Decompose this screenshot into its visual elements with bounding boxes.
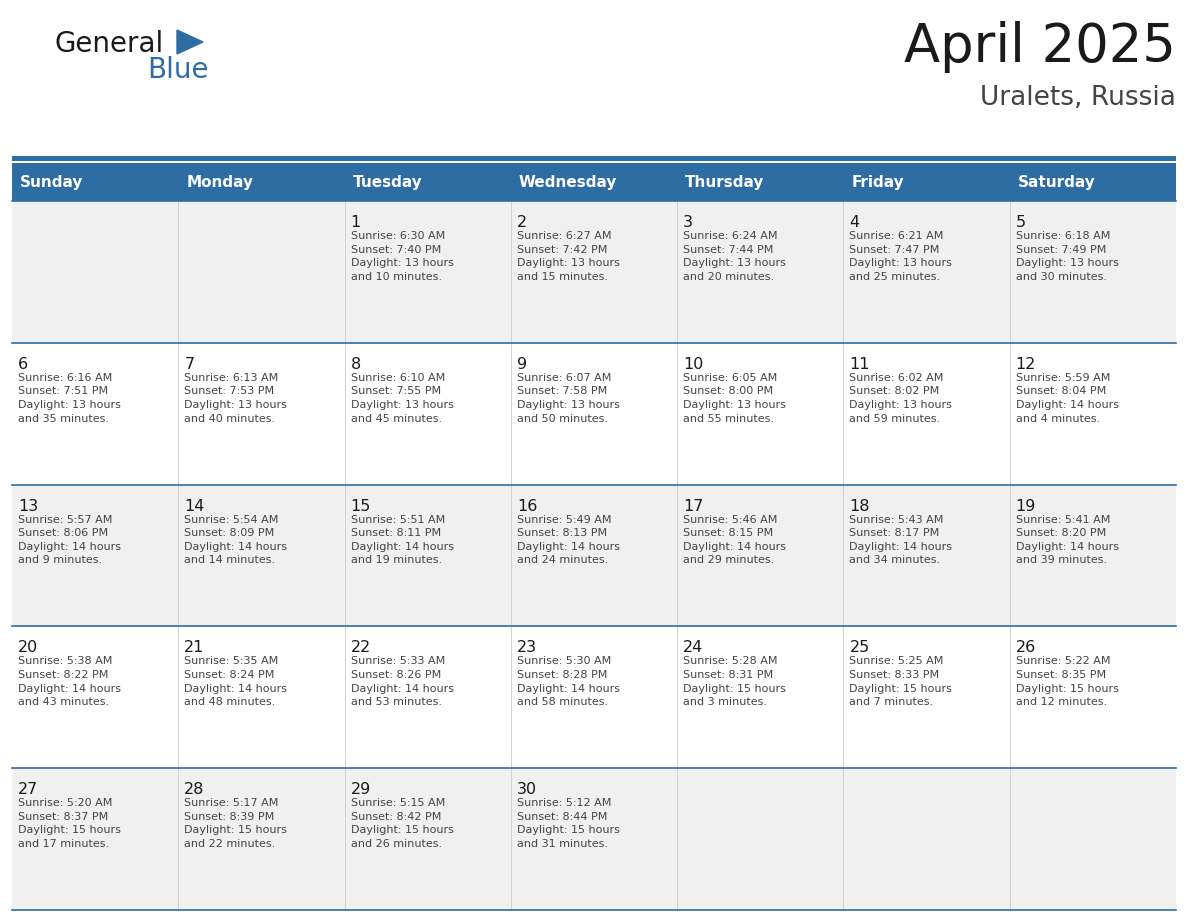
- Text: Sunrise: 6:21 AM
Sunset: 7:47 PM
Daylight: 13 hours
and 25 minutes.: Sunrise: 6:21 AM Sunset: 7:47 PM Dayligh…: [849, 231, 953, 282]
- Text: Sunrise: 5:59 AM
Sunset: 8:04 PM
Daylight: 14 hours
and 4 minutes.: Sunrise: 5:59 AM Sunset: 8:04 PM Dayligh…: [1016, 373, 1119, 423]
- Text: Friday: Friday: [852, 174, 904, 189]
- Text: Saturday: Saturday: [1018, 174, 1095, 189]
- Text: Sunrise: 5:33 AM
Sunset: 8:26 PM
Daylight: 14 hours
and 53 minutes.: Sunrise: 5:33 AM Sunset: 8:26 PM Dayligh…: [350, 656, 454, 707]
- Text: Sunrise: 5:49 AM
Sunset: 8:13 PM
Daylight: 14 hours
and 24 minutes.: Sunrise: 5:49 AM Sunset: 8:13 PM Dayligh…: [517, 515, 620, 565]
- Text: Sunrise: 5:54 AM
Sunset: 8:09 PM
Daylight: 14 hours
and 14 minutes.: Sunrise: 5:54 AM Sunset: 8:09 PM Dayligh…: [184, 515, 287, 565]
- Text: Sunrise: 6:24 AM
Sunset: 7:44 PM
Daylight: 13 hours
and 20 minutes.: Sunrise: 6:24 AM Sunset: 7:44 PM Dayligh…: [683, 231, 786, 282]
- Text: 14: 14: [184, 498, 204, 513]
- Text: 18: 18: [849, 498, 870, 513]
- Text: Sunrise: 5:12 AM
Sunset: 8:44 PM
Daylight: 15 hours
and 31 minutes.: Sunrise: 5:12 AM Sunset: 8:44 PM Dayligh…: [517, 798, 620, 849]
- Text: 16: 16: [517, 498, 537, 513]
- Text: 9: 9: [517, 357, 527, 372]
- Text: Sunrise: 6:05 AM
Sunset: 8:00 PM
Daylight: 13 hours
and 55 minutes.: Sunrise: 6:05 AM Sunset: 8:00 PM Dayligh…: [683, 373, 786, 423]
- Text: April 2025: April 2025: [904, 21, 1176, 73]
- Text: Sunday: Sunday: [20, 174, 83, 189]
- Text: Sunrise: 6:13 AM
Sunset: 7:53 PM
Daylight: 13 hours
and 40 minutes.: Sunrise: 6:13 AM Sunset: 7:53 PM Dayligh…: [184, 373, 287, 423]
- Text: Sunrise: 5:35 AM
Sunset: 8:24 PM
Daylight: 14 hours
and 48 minutes.: Sunrise: 5:35 AM Sunset: 8:24 PM Dayligh…: [184, 656, 287, 707]
- Bar: [12, 163, 1176, 201]
- Text: Sunrise: 6:10 AM
Sunset: 7:55 PM
Daylight: 13 hours
and 45 minutes.: Sunrise: 6:10 AM Sunset: 7:55 PM Dayligh…: [350, 373, 454, 423]
- Text: Sunrise: 5:15 AM
Sunset: 8:42 PM
Daylight: 15 hours
and 26 minutes.: Sunrise: 5:15 AM Sunset: 8:42 PM Dayligh…: [350, 798, 454, 849]
- Bar: [12, 201, 1176, 342]
- Text: 12: 12: [1016, 357, 1036, 372]
- Text: Sunrise: 5:41 AM
Sunset: 8:20 PM
Daylight: 14 hours
and 39 minutes.: Sunrise: 5:41 AM Sunset: 8:20 PM Dayligh…: [1016, 515, 1119, 565]
- Polygon shape: [177, 30, 203, 54]
- Text: Uralets, Russia: Uralets, Russia: [980, 85, 1176, 111]
- Text: Sunrise: 5:25 AM
Sunset: 8:33 PM
Daylight: 15 hours
and 7 minutes.: Sunrise: 5:25 AM Sunset: 8:33 PM Dayligh…: [849, 656, 953, 707]
- Text: Sunrise: 5:20 AM
Sunset: 8:37 PM
Daylight: 15 hours
and 17 minutes.: Sunrise: 5:20 AM Sunset: 8:37 PM Dayligh…: [18, 798, 121, 849]
- Text: Tuesday: Tuesday: [353, 174, 422, 189]
- Text: Sunrise: 6:02 AM
Sunset: 8:02 PM
Daylight: 13 hours
and 59 minutes.: Sunrise: 6:02 AM Sunset: 8:02 PM Dayligh…: [849, 373, 953, 423]
- Text: 6: 6: [18, 357, 29, 372]
- Text: General: General: [55, 30, 164, 58]
- Text: Wednesday: Wednesday: [519, 174, 618, 189]
- Text: Sunrise: 5:57 AM
Sunset: 8:06 PM
Daylight: 14 hours
and 9 minutes.: Sunrise: 5:57 AM Sunset: 8:06 PM Dayligh…: [18, 515, 121, 565]
- Text: 4: 4: [849, 215, 860, 230]
- Text: 26: 26: [1016, 641, 1036, 655]
- Text: 2: 2: [517, 215, 527, 230]
- Text: 25: 25: [849, 641, 870, 655]
- Text: 29: 29: [350, 782, 371, 797]
- Text: Sunrise: 5:28 AM
Sunset: 8:31 PM
Daylight: 15 hours
and 3 minutes.: Sunrise: 5:28 AM Sunset: 8:31 PM Dayligh…: [683, 656, 786, 707]
- Text: 27: 27: [18, 782, 38, 797]
- Text: Sunrise: 5:43 AM
Sunset: 8:17 PM
Daylight: 14 hours
and 34 minutes.: Sunrise: 5:43 AM Sunset: 8:17 PM Dayligh…: [849, 515, 953, 565]
- Text: 17: 17: [683, 498, 703, 513]
- Text: Sunrise: 5:51 AM
Sunset: 8:11 PM
Daylight: 14 hours
and 19 minutes.: Sunrise: 5:51 AM Sunset: 8:11 PM Dayligh…: [350, 515, 454, 565]
- Text: 8: 8: [350, 357, 361, 372]
- Text: Sunrise: 5:22 AM
Sunset: 8:35 PM
Daylight: 15 hours
and 12 minutes.: Sunrise: 5:22 AM Sunset: 8:35 PM Dayligh…: [1016, 656, 1119, 707]
- Text: 24: 24: [683, 641, 703, 655]
- Text: Sunrise: 6:18 AM
Sunset: 7:49 PM
Daylight: 13 hours
and 30 minutes.: Sunrise: 6:18 AM Sunset: 7:49 PM Dayligh…: [1016, 231, 1119, 282]
- Text: 21: 21: [184, 641, 204, 655]
- Text: 7: 7: [184, 357, 195, 372]
- Text: Sunrise: 6:27 AM
Sunset: 7:42 PM
Daylight: 13 hours
and 15 minutes.: Sunrise: 6:27 AM Sunset: 7:42 PM Dayligh…: [517, 231, 620, 282]
- Text: Thursday: Thursday: [685, 174, 765, 189]
- Text: Monday: Monday: [187, 174, 253, 189]
- Text: Sunrise: 5:38 AM
Sunset: 8:22 PM
Daylight: 14 hours
and 43 minutes.: Sunrise: 5:38 AM Sunset: 8:22 PM Dayligh…: [18, 656, 121, 707]
- Text: Sunrise: 6:07 AM
Sunset: 7:58 PM
Daylight: 13 hours
and 50 minutes.: Sunrise: 6:07 AM Sunset: 7:58 PM Dayligh…: [517, 373, 620, 423]
- Text: Blue: Blue: [147, 56, 209, 84]
- Text: Sunrise: 5:30 AM
Sunset: 8:28 PM
Daylight: 14 hours
and 58 minutes.: Sunrise: 5:30 AM Sunset: 8:28 PM Dayligh…: [517, 656, 620, 707]
- Text: 15: 15: [350, 498, 371, 513]
- Bar: [12, 156, 1176, 161]
- Text: 10: 10: [683, 357, 703, 372]
- Text: Sunrise: 6:30 AM
Sunset: 7:40 PM
Daylight: 13 hours
and 10 minutes.: Sunrise: 6:30 AM Sunset: 7:40 PM Dayligh…: [350, 231, 454, 282]
- Bar: [12, 768, 1176, 910]
- Text: Sunrise: 5:46 AM
Sunset: 8:15 PM
Daylight: 14 hours
and 29 minutes.: Sunrise: 5:46 AM Sunset: 8:15 PM Dayligh…: [683, 515, 786, 565]
- Text: 11: 11: [849, 357, 870, 372]
- Text: 3: 3: [683, 215, 693, 230]
- Text: 20: 20: [18, 641, 38, 655]
- Text: 19: 19: [1016, 498, 1036, 513]
- Text: 1: 1: [350, 215, 361, 230]
- Bar: [12, 485, 1176, 626]
- Text: Sunrise: 5:17 AM
Sunset: 8:39 PM
Daylight: 15 hours
and 22 minutes.: Sunrise: 5:17 AM Sunset: 8:39 PM Dayligh…: [184, 798, 287, 849]
- Text: 28: 28: [184, 782, 204, 797]
- Text: 13: 13: [18, 498, 38, 513]
- Text: 5: 5: [1016, 215, 1026, 230]
- Text: Sunrise: 6:16 AM
Sunset: 7:51 PM
Daylight: 13 hours
and 35 minutes.: Sunrise: 6:16 AM Sunset: 7:51 PM Dayligh…: [18, 373, 121, 423]
- Bar: [12, 626, 1176, 768]
- Text: 30: 30: [517, 782, 537, 797]
- Text: 23: 23: [517, 641, 537, 655]
- Text: 22: 22: [350, 641, 371, 655]
- Bar: [12, 342, 1176, 485]
